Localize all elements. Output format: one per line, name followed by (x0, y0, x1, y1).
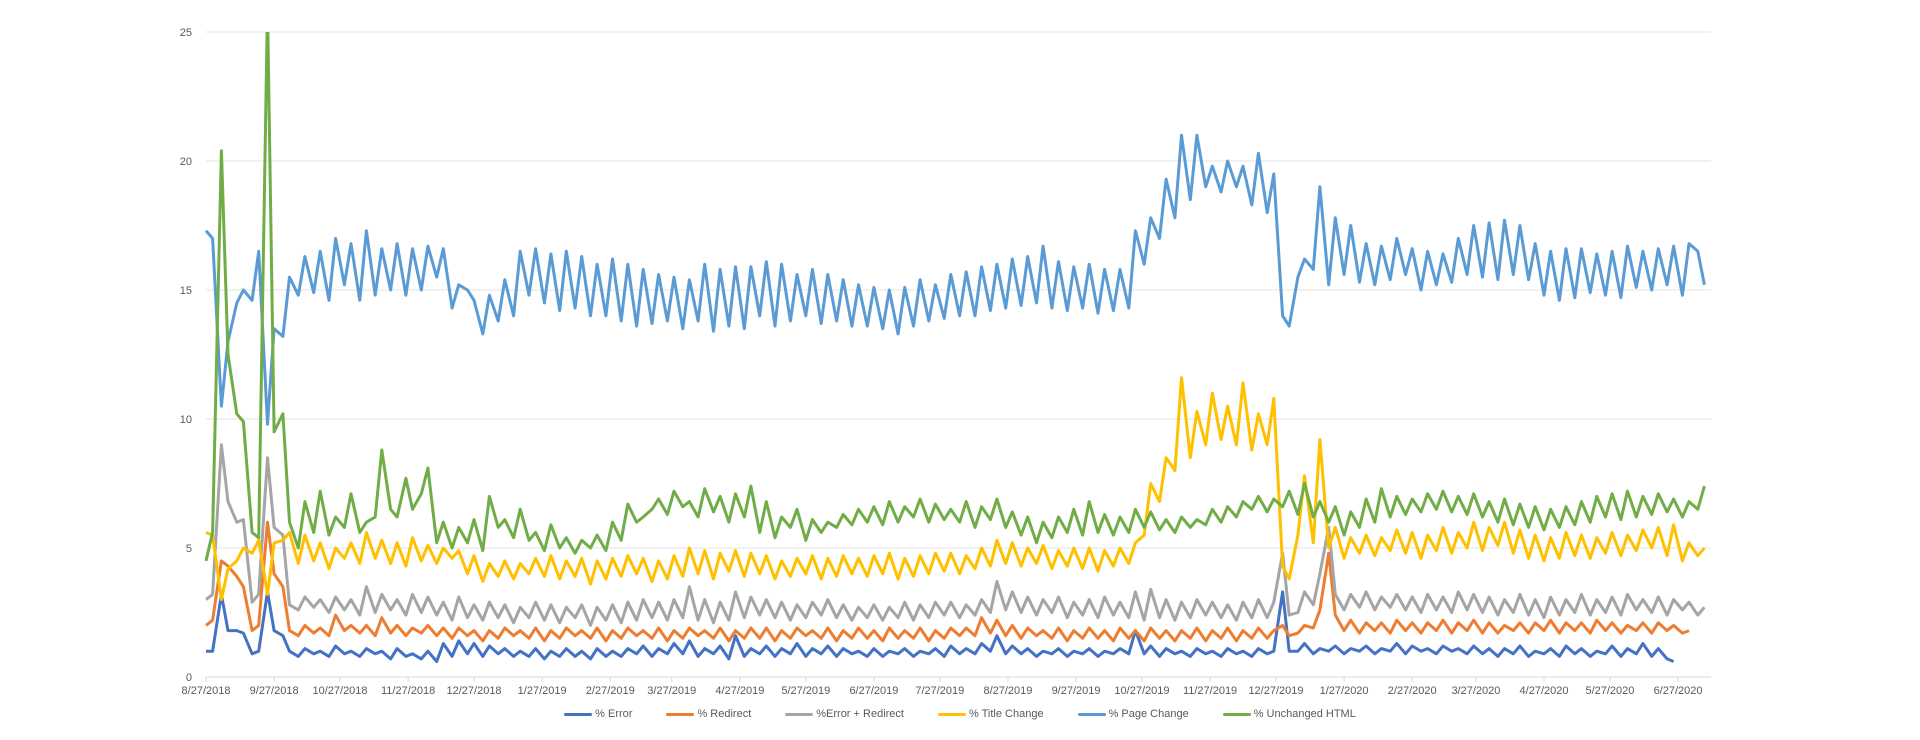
legend-item: % Redirect (666, 708, 751, 720)
x-tick-label: 9/27/2018 (250, 685, 299, 697)
x-tick-label: 8/27/2018 (182, 685, 231, 697)
x-tick-label: 10/27/2019 (1114, 685, 1169, 697)
x-tick-label: 2/27/2019 (586, 685, 635, 697)
legend-item: % Title Change (937, 708, 1044, 720)
x-tick-label: 11/27/2018 (381, 685, 435, 697)
legend-label: %Error + Redirect (816, 708, 904, 720)
legend: % Error % Redirect %Error + Redirect % Titl… (0, 708, 1920, 720)
x-tick-label: 3/27/2020 (1451, 685, 1500, 697)
x-tick-label: 12/27/2018 (447, 685, 502, 697)
legend-label: % Unchanged HTML (1253, 708, 1356, 720)
series-line-3 (205, 376, 1706, 602)
legend-label: % Page Change (1108, 708, 1189, 720)
x-axis: 8/27/2018 9/27/2018 10/27/2018 11/27/2018 12… (182, 677, 1703, 697)
y-tick-label: 0 (186, 672, 192, 684)
x-tick-label: 7/27/2019 (915, 685, 964, 697)
legend-label: % Title Change (968, 708, 1044, 720)
x-tick-label: 10/27/2018 (312, 685, 367, 697)
series-line-2 (205, 443, 1706, 627)
legend-swatch (564, 712, 593, 716)
y-tick-label: 25 (180, 27, 192, 39)
legend-swatch (1222, 712, 1251, 716)
x-tick-label: 2/27/2020 (1388, 685, 1437, 697)
x-tick-label: 6/27/2019 (849, 685, 898, 697)
x-tick-label: 1/27/2019 (518, 685, 567, 697)
x-tick-label: 12/27/2019 (1248, 685, 1303, 697)
x-tick-label: 6/27/2020 (1654, 685, 1703, 697)
legend-swatch (1077, 712, 1106, 716)
legend-item: % Unchanged HTML (1222, 708, 1356, 720)
series-line-0 (206, 590, 1675, 663)
x-tick-label: 8/27/2019 (983, 685, 1032, 697)
x-tick-label: 11/27/2019 (1183, 685, 1237, 697)
series-line-1 (205, 520, 1690, 643)
y-tick-label: 5 (186, 543, 192, 555)
x-tick-label: 4/27/2019 (715, 685, 764, 697)
y-tick-label: 10 (180, 414, 192, 426)
legend-label: % Redirect (697, 708, 752, 720)
legend-label: % Error (595, 708, 633, 720)
y-tick-label: 15 (180, 285, 192, 297)
x-tick-label: 9/27/2019 (1052, 685, 1101, 697)
y-axis-tick-labels: 0 5 10 15 20 25 (180, 27, 192, 684)
legend-item: % Page Change (1077, 708, 1189, 720)
legend-swatch (937, 712, 966, 716)
series-line-5 (204, 32, 1706, 562)
x-tick-label: 5/27/2020 (1585, 685, 1634, 697)
y-tick-label: 20 (180, 156, 192, 168)
x-tick-label: 4/27/2020 (1520, 685, 1569, 697)
legend-swatch (785, 712, 814, 716)
gridlines (206, 31, 1711, 678)
legend-item: % Error (564, 708, 632, 720)
legend-item: %Error + Redirect (785, 708, 904, 720)
x-tick-label: 3/27/2019 (647, 685, 696, 697)
legend-swatch (666, 712, 695, 716)
series-lines (204, 32, 1706, 663)
x-tick-label: 5/27/2019 (781, 685, 830, 697)
series-line-4 (204, 133, 1706, 426)
x-tick-label: 1/27/2020 (1320, 685, 1369, 697)
